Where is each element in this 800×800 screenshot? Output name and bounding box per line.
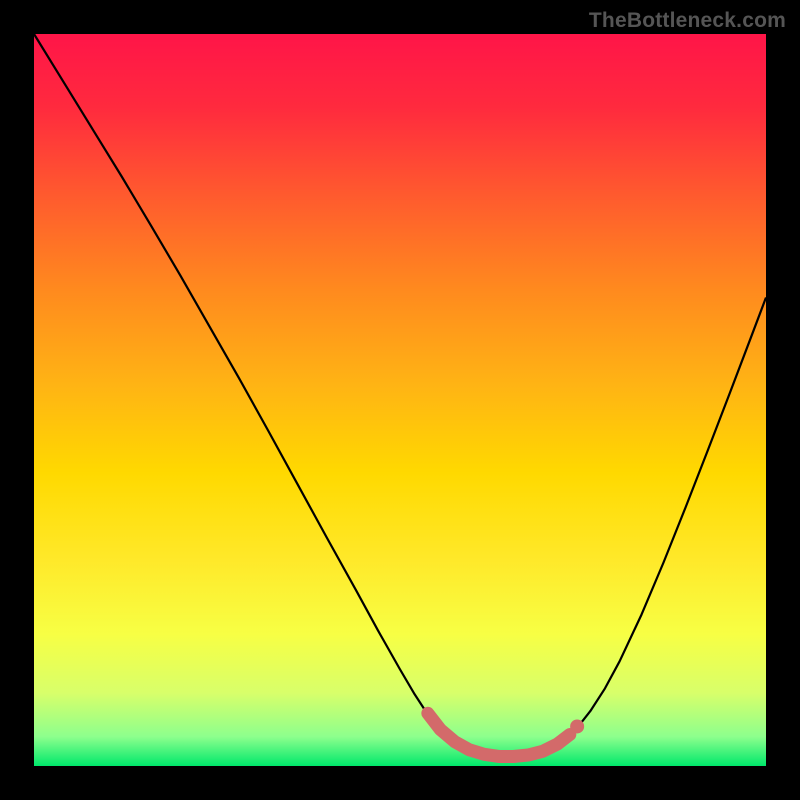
- plot-area: [34, 34, 766, 766]
- highlight-end-dot: [570, 719, 584, 733]
- highlight-segment: [428, 713, 570, 756]
- bottleneck-curve: [34, 34, 766, 756]
- chart-stage: TheBottleneck.com: [0, 0, 800, 800]
- watermark-text: TheBottleneck.com: [589, 9, 786, 33]
- chart-svg: [34, 34, 766, 766]
